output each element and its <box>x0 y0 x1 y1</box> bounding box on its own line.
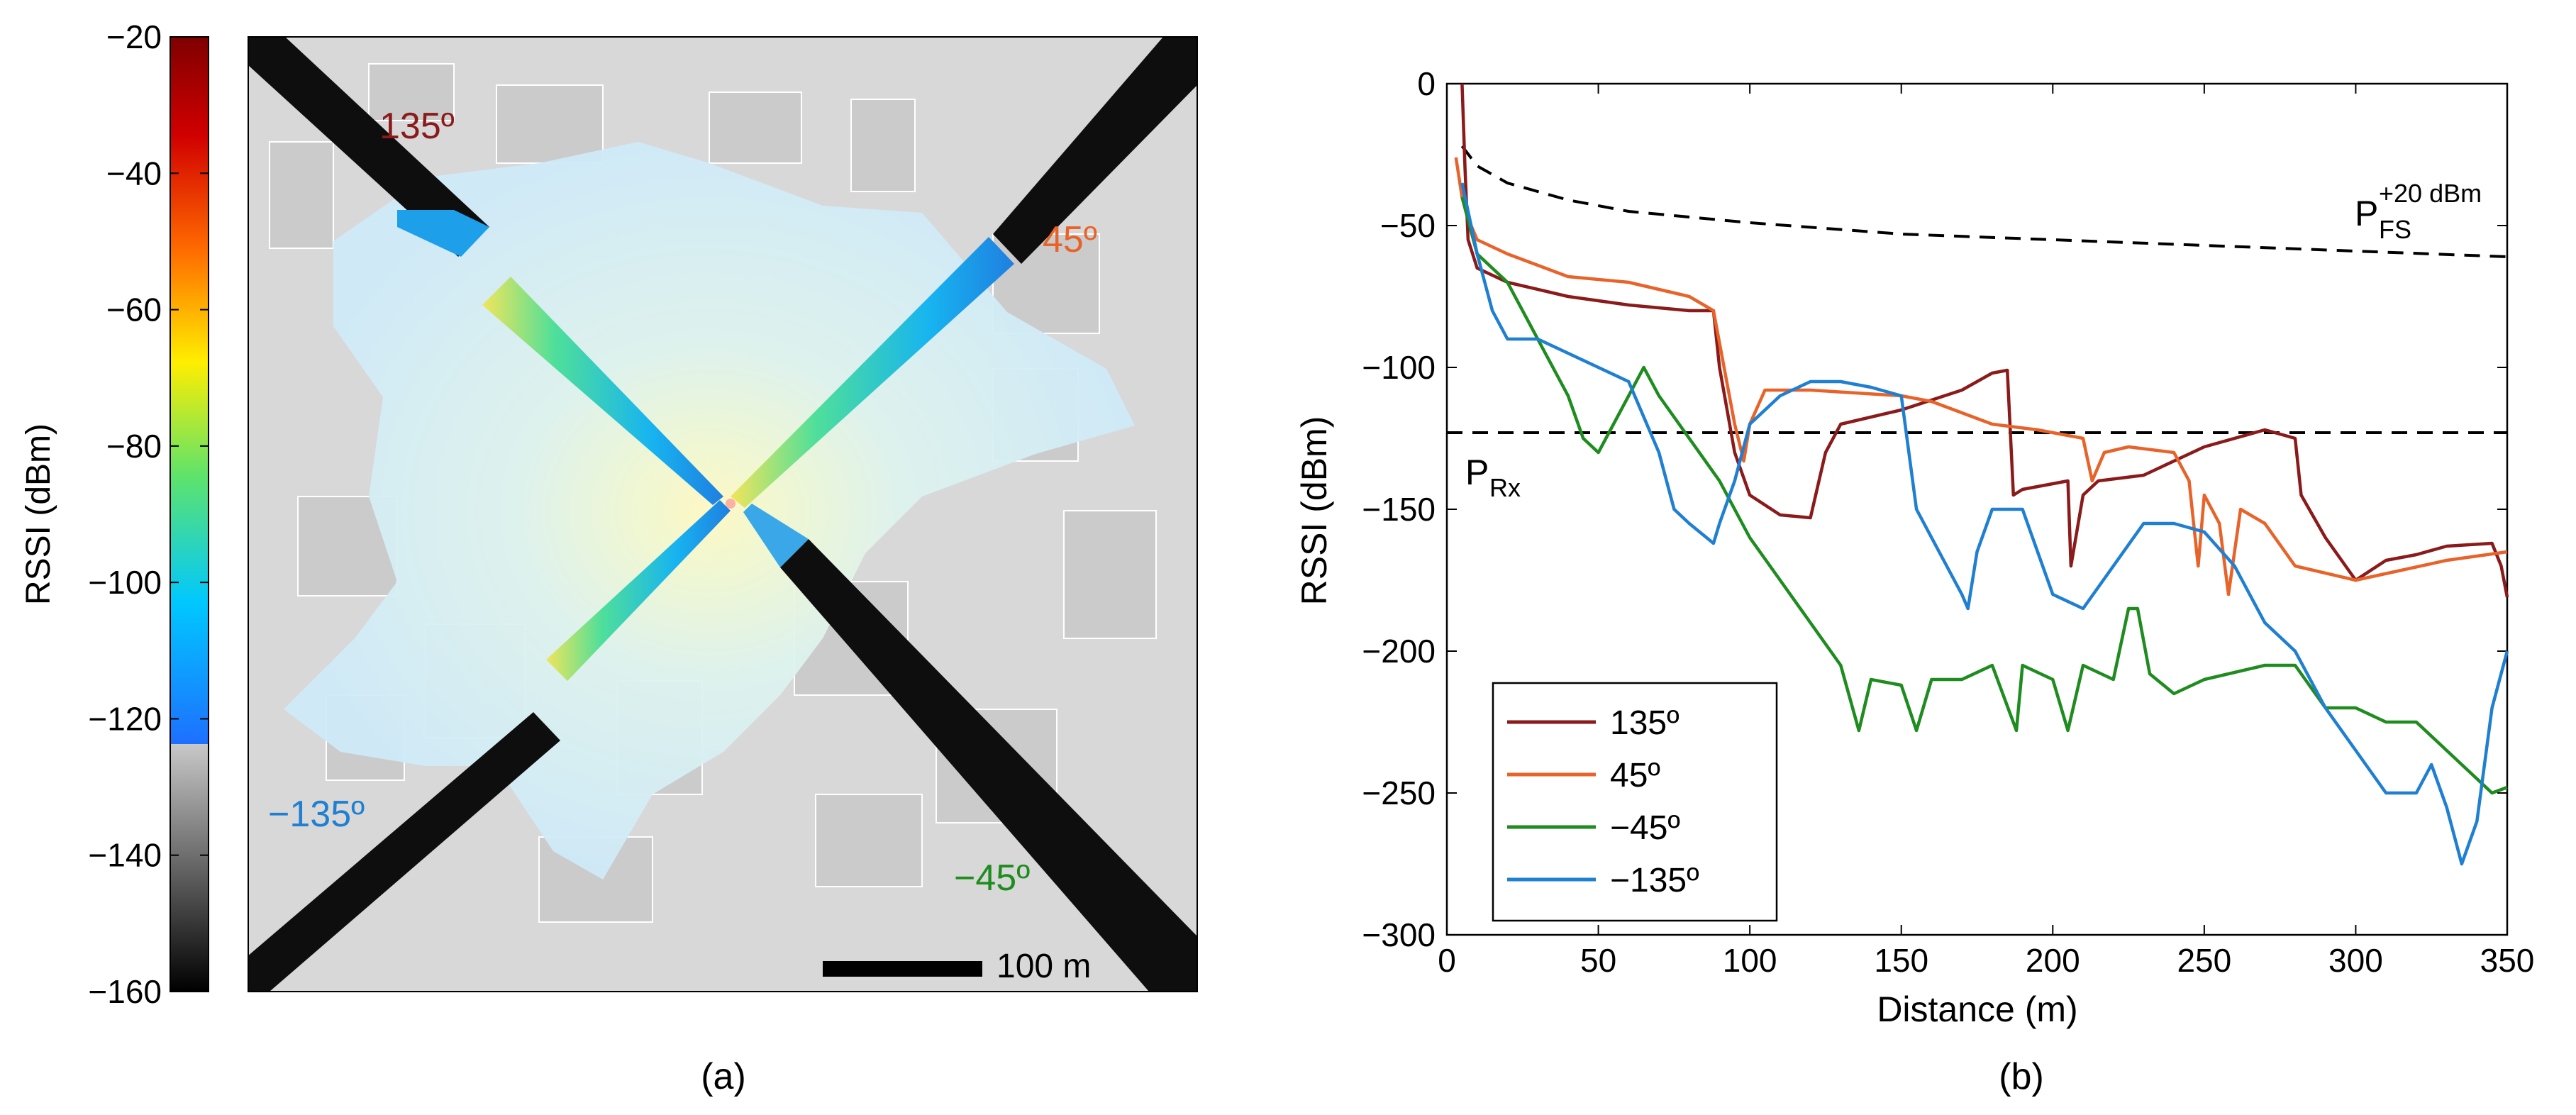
y-axis-label: RSSI (dBm) <box>1294 416 1334 606</box>
beam-135-black <box>248 37 489 257</box>
scale-bar-label: 100 m <box>996 948 1091 985</box>
beam-135-color <box>397 210 489 257</box>
colorbar-tick-label: −100 <box>88 564 162 601</box>
colorbar-color-segment <box>170 37 209 744</box>
colorbar-ticks: −20 −40 −60 −80 −100 −120 −140 −160 <box>88 18 209 1010</box>
colorbar-tick-label: −120 <box>88 700 162 737</box>
annotation-pfs-sub: FS <box>2379 215 2411 244</box>
coverage-map <box>248 37 1197 992</box>
annotation-prx-main: P <box>1465 453 1489 492</box>
y-tick-label: −100 <box>1362 349 1436 386</box>
beam-neg135-color <box>546 500 731 681</box>
rssi-distance-chart: 0 50 100 150 200 250 300 350 0 −50 −100 −150 −200 −25… <box>1294 65 2534 1097</box>
panel-b-caption: (b) <box>1999 1056 2044 1097</box>
x-tick-label: 350 <box>2480 942 2535 979</box>
colorbar-label: RSSI (dBm) <box>20 423 57 605</box>
reference-lines <box>1447 145 2508 434</box>
series-lines <box>1454 83 2509 866</box>
beam-45-color <box>731 237 1014 508</box>
y-tick-label: −150 <box>1362 491 1436 528</box>
colorbar-tick-label: −160 <box>88 973 162 1010</box>
angle-label-neg135: −135º <box>268 794 365 835</box>
y-tick-label: −250 <box>1362 775 1436 811</box>
x-axis-label: Distance (m) <box>1877 989 2077 1029</box>
colorbar-tick-label: −20 <box>106 18 162 55</box>
x-tick-label: 50 <box>1580 942 1616 979</box>
y-tick-label: 0 <box>1417 65 1436 102</box>
legend-label: −45º <box>1610 809 1680 847</box>
annotation-pfs: P <box>2355 194 2378 233</box>
free-space-reference-line <box>1460 145 2508 258</box>
angle-label-45: 45º <box>1043 219 1097 260</box>
colorbar-gray-segment <box>170 744 209 992</box>
beam-neg45-black <box>780 539 1197 992</box>
colorbar-tick-label: −80 <box>106 428 162 465</box>
panel-a-caption: (a) <box>701 1056 746 1097</box>
beam-45-black <box>993 37 1197 264</box>
series-line-1 <box>1454 157 2508 597</box>
x-tick-label: 0 <box>1438 942 1456 979</box>
y-tick-label: −300 <box>1362 916 1436 953</box>
x-tick-label: 250 <box>2177 942 2231 979</box>
map-frame <box>248 36 1198 992</box>
colorbar-tick-label: −140 <box>88 837 162 874</box>
colorbar-tick-label: −60 <box>106 292 162 328</box>
series-line-3 <box>1460 182 2509 866</box>
series-line-0 <box>1460 83 2509 598</box>
colorbar-frame <box>170 36 209 992</box>
scale-bar <box>823 961 982 977</box>
beam-neg135-black <box>248 712 560 992</box>
transmitter-point <box>726 499 735 509</box>
y-tick-label: −200 <box>1362 633 1436 670</box>
x-tick-label: 150 <box>1874 942 1928 979</box>
annotation-prx-sub: Rx <box>1489 473 1521 502</box>
x-tick-label: 300 <box>2328 942 2383 979</box>
x-tick-label: 200 <box>2026 942 2080 979</box>
legend-label: 45º <box>1610 757 1660 794</box>
legend-label: −135º <box>1610 862 1699 899</box>
beam-135-fade <box>482 277 723 505</box>
beam-neg45-color <box>743 504 809 567</box>
angle-label-neg45: −45º <box>954 858 1030 899</box>
annotation-pfs-main: P <box>2355 194 2378 233</box>
legend-label: 135º <box>1610 704 1680 742</box>
colorbar-tick-label: −40 <box>106 155 162 192</box>
chart-legend: 135º 45º −45º −135º <box>1492 682 1778 922</box>
angle-label-135: 135º <box>379 106 455 147</box>
rssi-map-panel: −20−40−60−80−100−120−140−160 RSSI (dBm) … <box>20 18 1198 1097</box>
annotation-pfs-sup: +20 dBm <box>2379 179 2482 208</box>
x-tick-label: 100 <box>1723 942 1777 979</box>
y-tick-label: −50 <box>1380 207 1436 244</box>
chart-axes: 0 50 100 150 200 250 300 350 0 −50 −100 −150 −200 −25… <box>1362 65 2534 979</box>
